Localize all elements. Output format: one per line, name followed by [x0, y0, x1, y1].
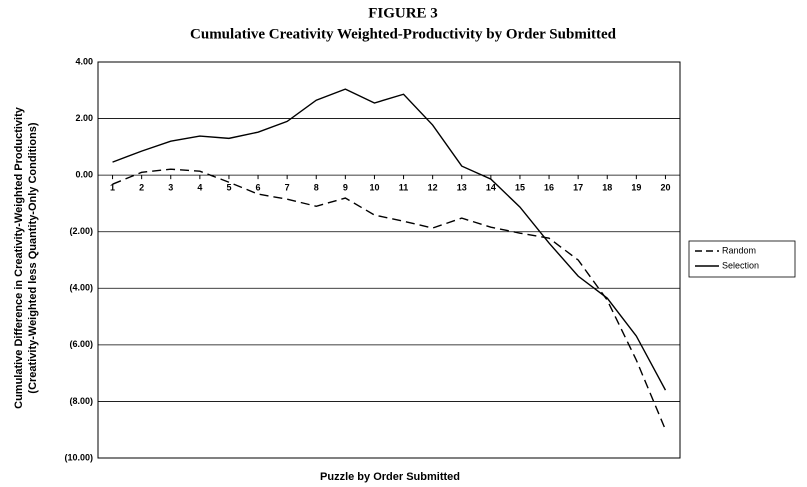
x-tick-label: 5: [226, 183, 231, 193]
x-tick-label: 11: [399, 183, 409, 193]
x-tick-label: 13: [457, 183, 467, 193]
chart-subtitle: Cumulative Creativity Weighted-Productiv…: [190, 26, 617, 42]
x-tick-label: 2: [139, 183, 144, 193]
x-tick-label: 7: [285, 183, 290, 193]
y-tick-label: 2.00: [75, 113, 93, 123]
plot-area: [97, 61, 681, 459]
legend-box: [688, 240, 796, 278]
line-series: [112, 88, 667, 391]
line-series: [112, 168, 667, 430]
x-tick-label: 15: [515, 183, 525, 193]
x-tick-label: 20: [660, 183, 670, 193]
x-tick-label: 19: [631, 183, 641, 193]
y-tick-label: (2.00): [69, 226, 93, 236]
y-tick-label: 4.00: [75, 56, 93, 66]
y-tick-label: (8.00): [69, 396, 93, 406]
x-tick-label: 4: [197, 183, 202, 193]
y-tick-label: (10.00): [64, 452, 93, 462]
x-tick-label: 12: [428, 183, 438, 193]
x-tick-label: 10: [369, 183, 379, 193]
x-tick-label: 14: [486, 183, 496, 193]
x-tick-label: 17: [573, 183, 583, 193]
x-tick-label: 1: [110, 183, 115, 193]
x-tick-label: 9: [343, 183, 348, 193]
x-axis-label: Puzzle by Order Submitted: [320, 471, 460, 483]
legend-label: Selection: [722, 260, 759, 270]
y-tick-label: (4.00): [69, 283, 93, 293]
y-tick-label: (6.00): [69, 339, 93, 349]
x-tick-label: 18: [602, 183, 612, 193]
y-axis-label: Cumulative Difference in Creativity-Weig…: [13, 106, 25, 409]
y-axis-label: (Creativity-Weighted less Quantity-Only …: [27, 122, 39, 393]
x-tick-label: 16: [544, 183, 554, 193]
y-tick-label: 0.00: [75, 170, 93, 180]
x-tick-label: 3: [168, 183, 173, 193]
chart-title: FIGURE 3: [368, 5, 438, 21]
x-tick-label: 8: [314, 183, 319, 193]
legend-label: Random: [722, 245, 756, 255]
x-tick-label: 6: [256, 183, 261, 193]
